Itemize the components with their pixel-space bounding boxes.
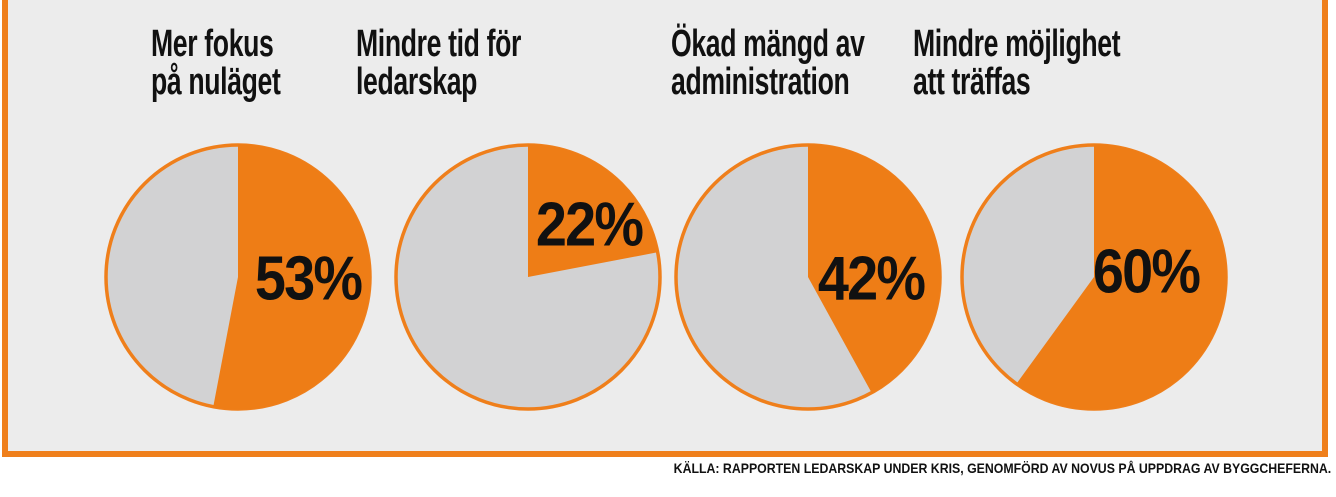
chart-title: Mer fokus på nuläget <box>151 23 281 103</box>
pie-highlight-slice <box>1016 144 1227 410</box>
pie-highlight-slice <box>213 144 371 410</box>
value-label: 53% <box>254 244 363 314</box>
chart-title: Mindre tid för ledarskap <box>356 23 522 103</box>
pie-chart <box>104 143 372 411</box>
chart-title: Mindre möjlighet att träffas <box>913 23 1121 103</box>
pie-chart <box>674 143 942 411</box>
chart-panel: Mer fokus på nuläget 53% Mindre tid för … <box>2 0 1328 457</box>
value-label: 60% <box>1092 237 1201 307</box>
chart-title: Ökad mängd av administration <box>671 23 865 103</box>
value-label: 22% <box>535 190 644 260</box>
pie-chart <box>960 143 1228 411</box>
source-note: KÄLLA: RAPPORTEN LEDARSKAP UNDER KRIS, G… <box>673 460 1331 476</box>
pie-highlight-slice <box>808 144 941 394</box>
pie-highlight-slice <box>528 144 659 277</box>
pie-chart <box>394 143 662 411</box>
value-label: 42% <box>817 244 926 314</box>
